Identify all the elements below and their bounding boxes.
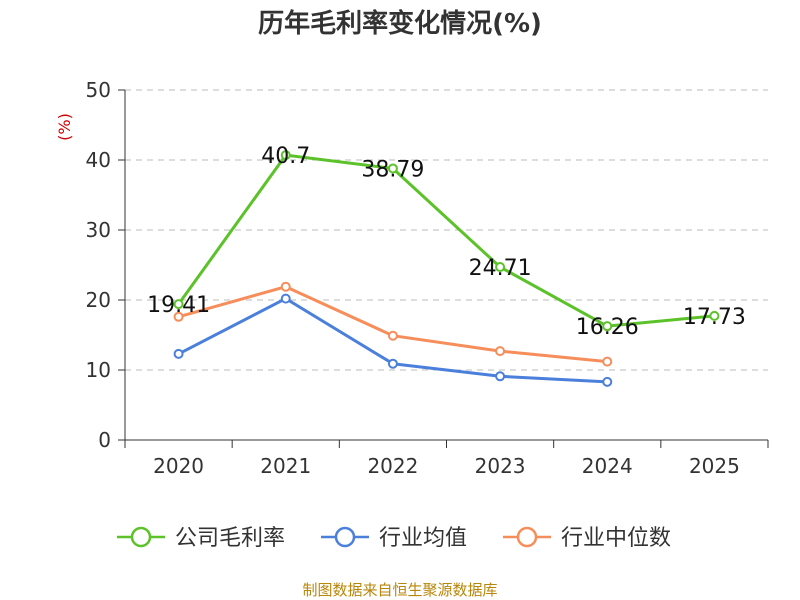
legend-marker bbox=[334, 526, 356, 548]
data-point bbox=[709, 310, 720, 321]
data-point bbox=[173, 299, 184, 310]
data-point bbox=[280, 293, 291, 304]
data-label: 16.26 bbox=[576, 315, 639, 340]
data-point bbox=[495, 262, 506, 273]
legend-marker bbox=[516, 526, 538, 548]
y-tick-label: 30 bbox=[86, 218, 111, 242]
y-tick-label: 10 bbox=[86, 358, 111, 382]
legend-marker bbox=[130, 526, 152, 548]
x-tick-label: 2022 bbox=[367, 454, 418, 478]
x-tick-label: 2021 bbox=[260, 454, 311, 478]
source-note: 制图数据来自恒生聚源数据库 bbox=[302, 581, 497, 599]
data-label: 19.41 bbox=[147, 293, 210, 318]
data-label: 24.71 bbox=[469, 256, 532, 281]
data-point bbox=[387, 358, 398, 369]
legend: 公司毛利率 行业均值 行业中位数 bbox=[117, 526, 671, 551]
x-tick-label: 2024 bbox=[582, 454, 633, 478]
data-point bbox=[602, 376, 613, 387]
y-tick-label: 40 bbox=[86, 148, 111, 172]
data-point bbox=[173, 311, 184, 322]
x-tick-label: 2023 bbox=[475, 454, 526, 478]
series-lines bbox=[173, 150, 720, 387]
grid-lines bbox=[125, 89, 768, 371]
data-point bbox=[495, 346, 506, 357]
axes: 0 10 20 30 40 50 2020 2021 2022 2023 2024 2025 bbox=[86, 78, 769, 478]
chart-title: 历年毛利率变化情况(%) bbox=[258, 8, 542, 39]
x-tick-label: 2025 bbox=[689, 454, 740, 478]
legend-label: 公司毛利率 bbox=[175, 526, 285, 551]
data-labels: 19.41 40.7 38.79 24.71 16.26 17.73 bbox=[147, 144, 746, 340]
y-axis-label: (%) bbox=[55, 113, 74, 141]
x-tick-label: 2020 bbox=[153, 454, 204, 478]
legend-label: 行业均值 bbox=[379, 526, 467, 551]
data-label: 40.7 bbox=[261, 144, 310, 169]
data-point bbox=[280, 150, 291, 161]
legend-label: 行业中位数 bbox=[561, 526, 671, 551]
y-tick-label: 50 bbox=[86, 78, 111, 102]
data-point bbox=[280, 281, 291, 292]
y-tick-label: 20 bbox=[86, 288, 111, 312]
data-point bbox=[602, 356, 613, 367]
data-point bbox=[387, 330, 398, 341]
data-point bbox=[387, 163, 398, 174]
series-line bbox=[177, 153, 715, 328]
data-label: 38.79 bbox=[361, 157, 424, 182]
data-point bbox=[602, 321, 613, 332]
y-tick-label: 0 bbox=[98, 428, 111, 452]
data-point bbox=[173, 348, 184, 359]
data-label: 17.73 bbox=[683, 305, 746, 330]
series-line bbox=[178, 285, 608, 364]
data-point bbox=[495, 371, 506, 382]
